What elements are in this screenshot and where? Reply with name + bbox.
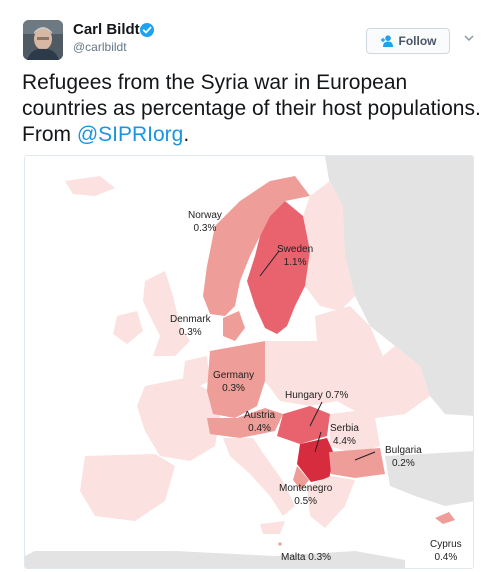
serbia-pointer bbox=[314, 431, 322, 453]
sweden-region bbox=[247, 201, 310, 334]
label-denmark: Denmark 0.3% bbox=[170, 313, 211, 339]
ireland-region bbox=[113, 311, 143, 344]
label-malta: Malta 0.3% bbox=[281, 552, 332, 563]
austria-region bbox=[207, 408, 283, 438]
hungary-region bbox=[277, 406, 330, 444]
tweet-body: Refugees from the Syria war in European … bbox=[22, 71, 481, 146]
iceland-region bbox=[65, 176, 115, 196]
finland-region bbox=[303, 181, 355, 311]
label-norway: Norway 0.3% bbox=[188, 209, 222, 235]
label-montenegro: Montenegro 0.5% bbox=[279, 482, 332, 508]
label-denmark-name: Denmark bbox=[170, 314, 211, 325]
verified-badge-icon bbox=[140, 23, 154, 37]
uk-region bbox=[143, 271, 190, 356]
label-germany-name: Germany bbox=[213, 370, 255, 381]
montenegro-region bbox=[293, 466, 309, 490]
romania-region bbox=[330, 411, 380, 454]
russia-region bbox=[325, 156, 473, 416]
cyprus-region bbox=[435, 512, 455, 524]
label-serbia: Serbia 4.4% bbox=[330, 422, 359, 448]
follow-user-icon bbox=[380, 35, 393, 47]
label-serbia-value: 4.4% bbox=[333, 436, 356, 447]
turkey-region bbox=[385, 451, 473, 506]
denmark-region bbox=[223, 311, 245, 341]
label-montenegro-name: Montenegro bbox=[279, 483, 333, 494]
follow-button[interactable]: Follow bbox=[366, 28, 450, 54]
ukraine-region bbox=[325, 346, 430, 418]
greece-region bbox=[307, 476, 355, 528]
label-austria-value: 0.4% bbox=[248, 423, 271, 434]
malta-region bbox=[278, 542, 282, 546]
bulgaria-region bbox=[329, 448, 385, 478]
italy-region bbox=[223, 438, 295, 516]
bulgaria-pointer bbox=[354, 451, 376, 461]
follow-button-label: Follow bbox=[398, 34, 437, 48]
poland-region bbox=[265, 341, 337, 406]
germany-region bbox=[207, 341, 265, 418]
tweet-period: . bbox=[183, 123, 190, 146]
label-norway-name: Norway bbox=[188, 210, 222, 221]
iberia-region bbox=[80, 454, 175, 521]
label-sweden: Sweden 1.1% bbox=[277, 243, 313, 269]
label-sweden-value: 1.1% bbox=[283, 257, 307, 268]
label-serbia-name: Serbia bbox=[330, 423, 359, 434]
label-austria-name: Austria bbox=[244, 410, 276, 421]
hungary-pointer bbox=[309, 401, 323, 427]
baltics-belarus-region bbox=[315, 306, 385, 371]
norway-region bbox=[203, 176, 310, 316]
benelux-region bbox=[183, 356, 210, 388]
tweet-text: Refugees from the Syria war in European … bbox=[22, 70, 482, 148]
serbia-region bbox=[297, 438, 335, 482]
label-bulgaria-name: Bulgaria bbox=[385, 445, 422, 456]
author-avatar[interactable] bbox=[23, 20, 63, 60]
label-bulgaria: Bulgaria 0.2% bbox=[385, 444, 422, 470]
label-montenegro-value: 0.5% bbox=[294, 496, 318, 507]
label-norway-value: 0.3% bbox=[193, 223, 217, 234]
europe-map bbox=[25, 156, 473, 568]
refugee-map-image[interactable]: Norway 0.3% Sweden 1.1% Denmark 0.3% Ger… bbox=[24, 155, 474, 569]
mention-link[interactable]: @SIPRIorg bbox=[76, 123, 184, 146]
label-germany-value: 0.3% bbox=[222, 383, 245, 394]
france-region bbox=[137, 378, 220, 461]
north-africa-region bbox=[25, 551, 405, 568]
label-bulgaria-value: 0.2% bbox=[391, 458, 415, 469]
label-cyprus-value: 0.4% bbox=[434, 552, 458, 563]
sicily-region bbox=[260, 521, 285, 534]
label-austria: Austria 0.4% bbox=[244, 409, 275, 435]
label-sweden-name: Sweden bbox=[277, 244, 314, 255]
label-denmark-value: 0.3% bbox=[178, 327, 202, 338]
label-germany: Germany 0.3% bbox=[213, 369, 254, 395]
sweden-pointer bbox=[259, 250, 280, 277]
label-cyprus: Cyprus 0.4% bbox=[430, 538, 462, 564]
author-handle[interactable]: @carlbildt bbox=[73, 40, 127, 54]
chevron-down-icon[interactable] bbox=[461, 30, 477, 46]
label-cyprus-name: Cyprus bbox=[430, 539, 462, 550]
author-name[interactable]: Carl Bildt bbox=[73, 21, 140, 38]
label-hungary: Hungary 0.7% bbox=[285, 390, 349, 401]
